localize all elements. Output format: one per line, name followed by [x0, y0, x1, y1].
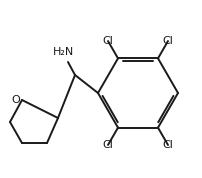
Text: O: O [12, 95, 20, 105]
Text: Cl: Cl [103, 140, 114, 150]
Text: H₂N: H₂N [52, 47, 74, 57]
Text: Cl: Cl [103, 36, 114, 46]
Text: Cl: Cl [163, 36, 174, 46]
Text: Cl: Cl [163, 140, 174, 150]
